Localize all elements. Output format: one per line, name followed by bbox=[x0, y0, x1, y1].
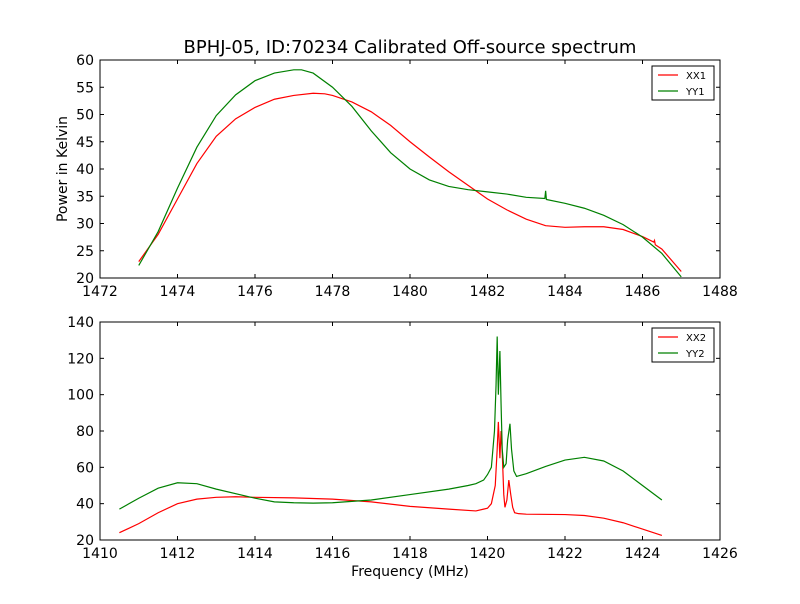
x-tick-label: 1486 bbox=[625, 284, 661, 300]
y-axis-label: Power in Kelvin bbox=[55, 116, 71, 222]
y-tick-label: 80 bbox=[76, 424, 94, 440]
figure-title: BPHJ-05, ID:70234 Calibrated Off-source … bbox=[184, 37, 637, 58]
y-tick-label: 25 bbox=[76, 244, 94, 260]
x-tick-label: 1484 bbox=[547, 284, 583, 300]
series-line-yy1 bbox=[138, 69, 682, 278]
legend-label-yy1: YY1 bbox=[685, 87, 705, 98]
top-axes: 1472 1474 1476 1478 1480 1482 1484 1486 1488 20 25… bbox=[55, 53, 738, 300]
bottom-axes: 1410 1412 1414 1416 1418 1420 1422 1424 1426 20 40… bbox=[67, 315, 738, 580]
legend-label-xx2: XX2 bbox=[686, 333, 706, 344]
y-tick-label: 20 bbox=[76, 271, 94, 287]
legend-box bbox=[651, 327, 715, 363]
x-tick-label: 1488 bbox=[702, 284, 738, 300]
x-tick-label: 1416 bbox=[315, 546, 351, 562]
x-tick-label: 1424 bbox=[625, 546, 661, 562]
x-tick-label: 1412 bbox=[160, 546, 196, 562]
x-axis-label: Frequency (MHz) bbox=[351, 564, 469, 580]
x-tick-label: 1420 bbox=[470, 546, 506, 562]
x-tick-label: 1410 bbox=[82, 546, 118, 562]
x-tick-label: 1482 bbox=[470, 284, 506, 300]
y-tick-label: 40 bbox=[76, 497, 94, 513]
y-tick-label: 35 bbox=[76, 189, 94, 205]
y-tick-label: 100 bbox=[67, 388, 94, 404]
y-tick-label: 50 bbox=[76, 108, 94, 124]
y-tick-label: 140 bbox=[67, 315, 94, 331]
series-line-xx1 bbox=[138, 92, 682, 272]
legend-label-yy2: YY2 bbox=[685, 349, 705, 360]
x-tick-label: 1418 bbox=[392, 546, 428, 562]
x-tick-label: 1480 bbox=[392, 284, 428, 300]
x-tick-label: 1476 bbox=[237, 284, 273, 300]
x-tick-label: 1472 bbox=[82, 284, 118, 300]
x-tick-label: 1422 bbox=[547, 546, 583, 562]
y-tick-label: 40 bbox=[76, 162, 94, 178]
x-tick-label: 1414 bbox=[237, 546, 273, 562]
legend-box bbox=[651, 65, 715, 101]
x-tick-label: 1426 bbox=[702, 546, 738, 562]
x-tick-label: 1474 bbox=[160, 284, 196, 300]
legend-label-xx1: XX1 bbox=[686, 71, 706, 82]
y-tick-label: 20 bbox=[76, 533, 94, 549]
y-tick-label: 30 bbox=[76, 217, 94, 233]
y-tick-label: 55 bbox=[76, 80, 94, 96]
y-tick-label: 60 bbox=[76, 53, 94, 69]
series-line-xx2 bbox=[119, 421, 663, 537]
x-tick-label: 1478 bbox=[315, 284, 351, 300]
y-tick-label: 120 bbox=[67, 351, 94, 367]
y-tick-label: 45 bbox=[76, 135, 94, 151]
series-line-yy2 bbox=[119, 336, 663, 510]
y-tick-label: 60 bbox=[76, 460, 94, 476]
